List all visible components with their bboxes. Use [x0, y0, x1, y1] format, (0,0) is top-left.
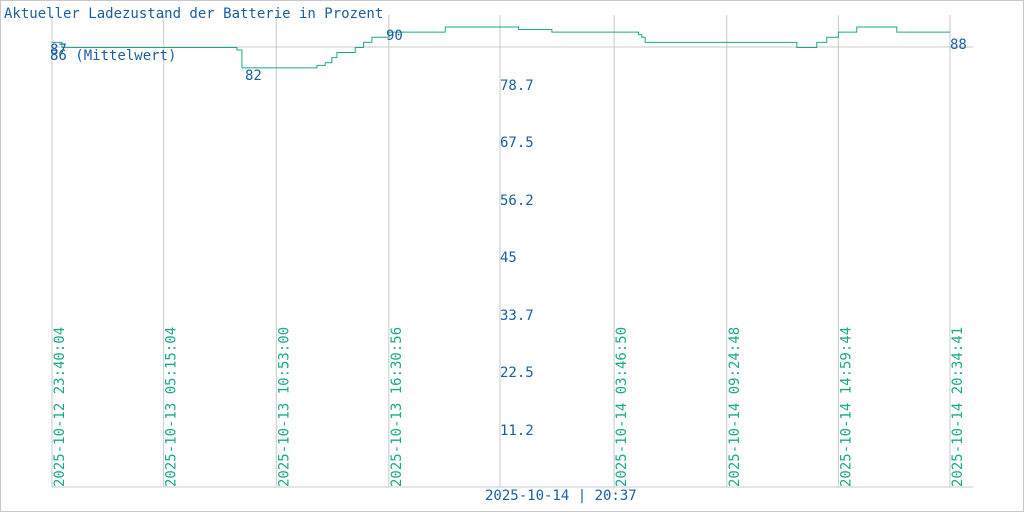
y-tick-label: 45 — [500, 250, 517, 266]
start-value-label: 87 — [50, 42, 67, 58]
chart-title: Aktueller Ladezustand der Batterie in Pr… — [4, 6, 383, 22]
y-tick-label: 56.2 — [500, 193, 534, 209]
x-tick-label: 2025-10-12 23:40:04 — [52, 327, 68, 487]
y-tick-label: 67.5 — [500, 135, 534, 151]
y-tick-label: 78.7 — [500, 78, 534, 94]
x-tick-label: 2025-10-13 05:15:04 — [164, 327, 180, 487]
max-value-label: 90 — [386, 28, 403, 44]
y-tick-label: 22.5 — [500, 365, 534, 381]
min-value-label: 82 — [245, 68, 262, 84]
x-tick-label: 2025-10-14 20:34:41 — [950, 327, 966, 487]
footer-timestamp: 2025-10-14 | 20:37 — [485, 488, 637, 504]
battery-series-line — [52, 26, 950, 69]
y-tick-label: 33.7 — [500, 308, 534, 324]
x-tick-label: 2025-10-14 03:46:50 — [614, 327, 630, 487]
x-tick-label: 2025-10-13 10:53:00 — [276, 327, 292, 487]
end-value-label: 88 — [950, 37, 967, 53]
x-tick-label: 2025-10-14 09:24:48 — [727, 327, 743, 487]
y-tick-label: 11.2 — [500, 423, 534, 439]
x-tick-label: 2025-10-14 14:59:44 — [838, 327, 854, 487]
mean-label: 86 (Mittelwert) — [50, 48, 176, 64]
x-tick-label: 2025-10-13 16:30:56 — [389, 327, 405, 487]
